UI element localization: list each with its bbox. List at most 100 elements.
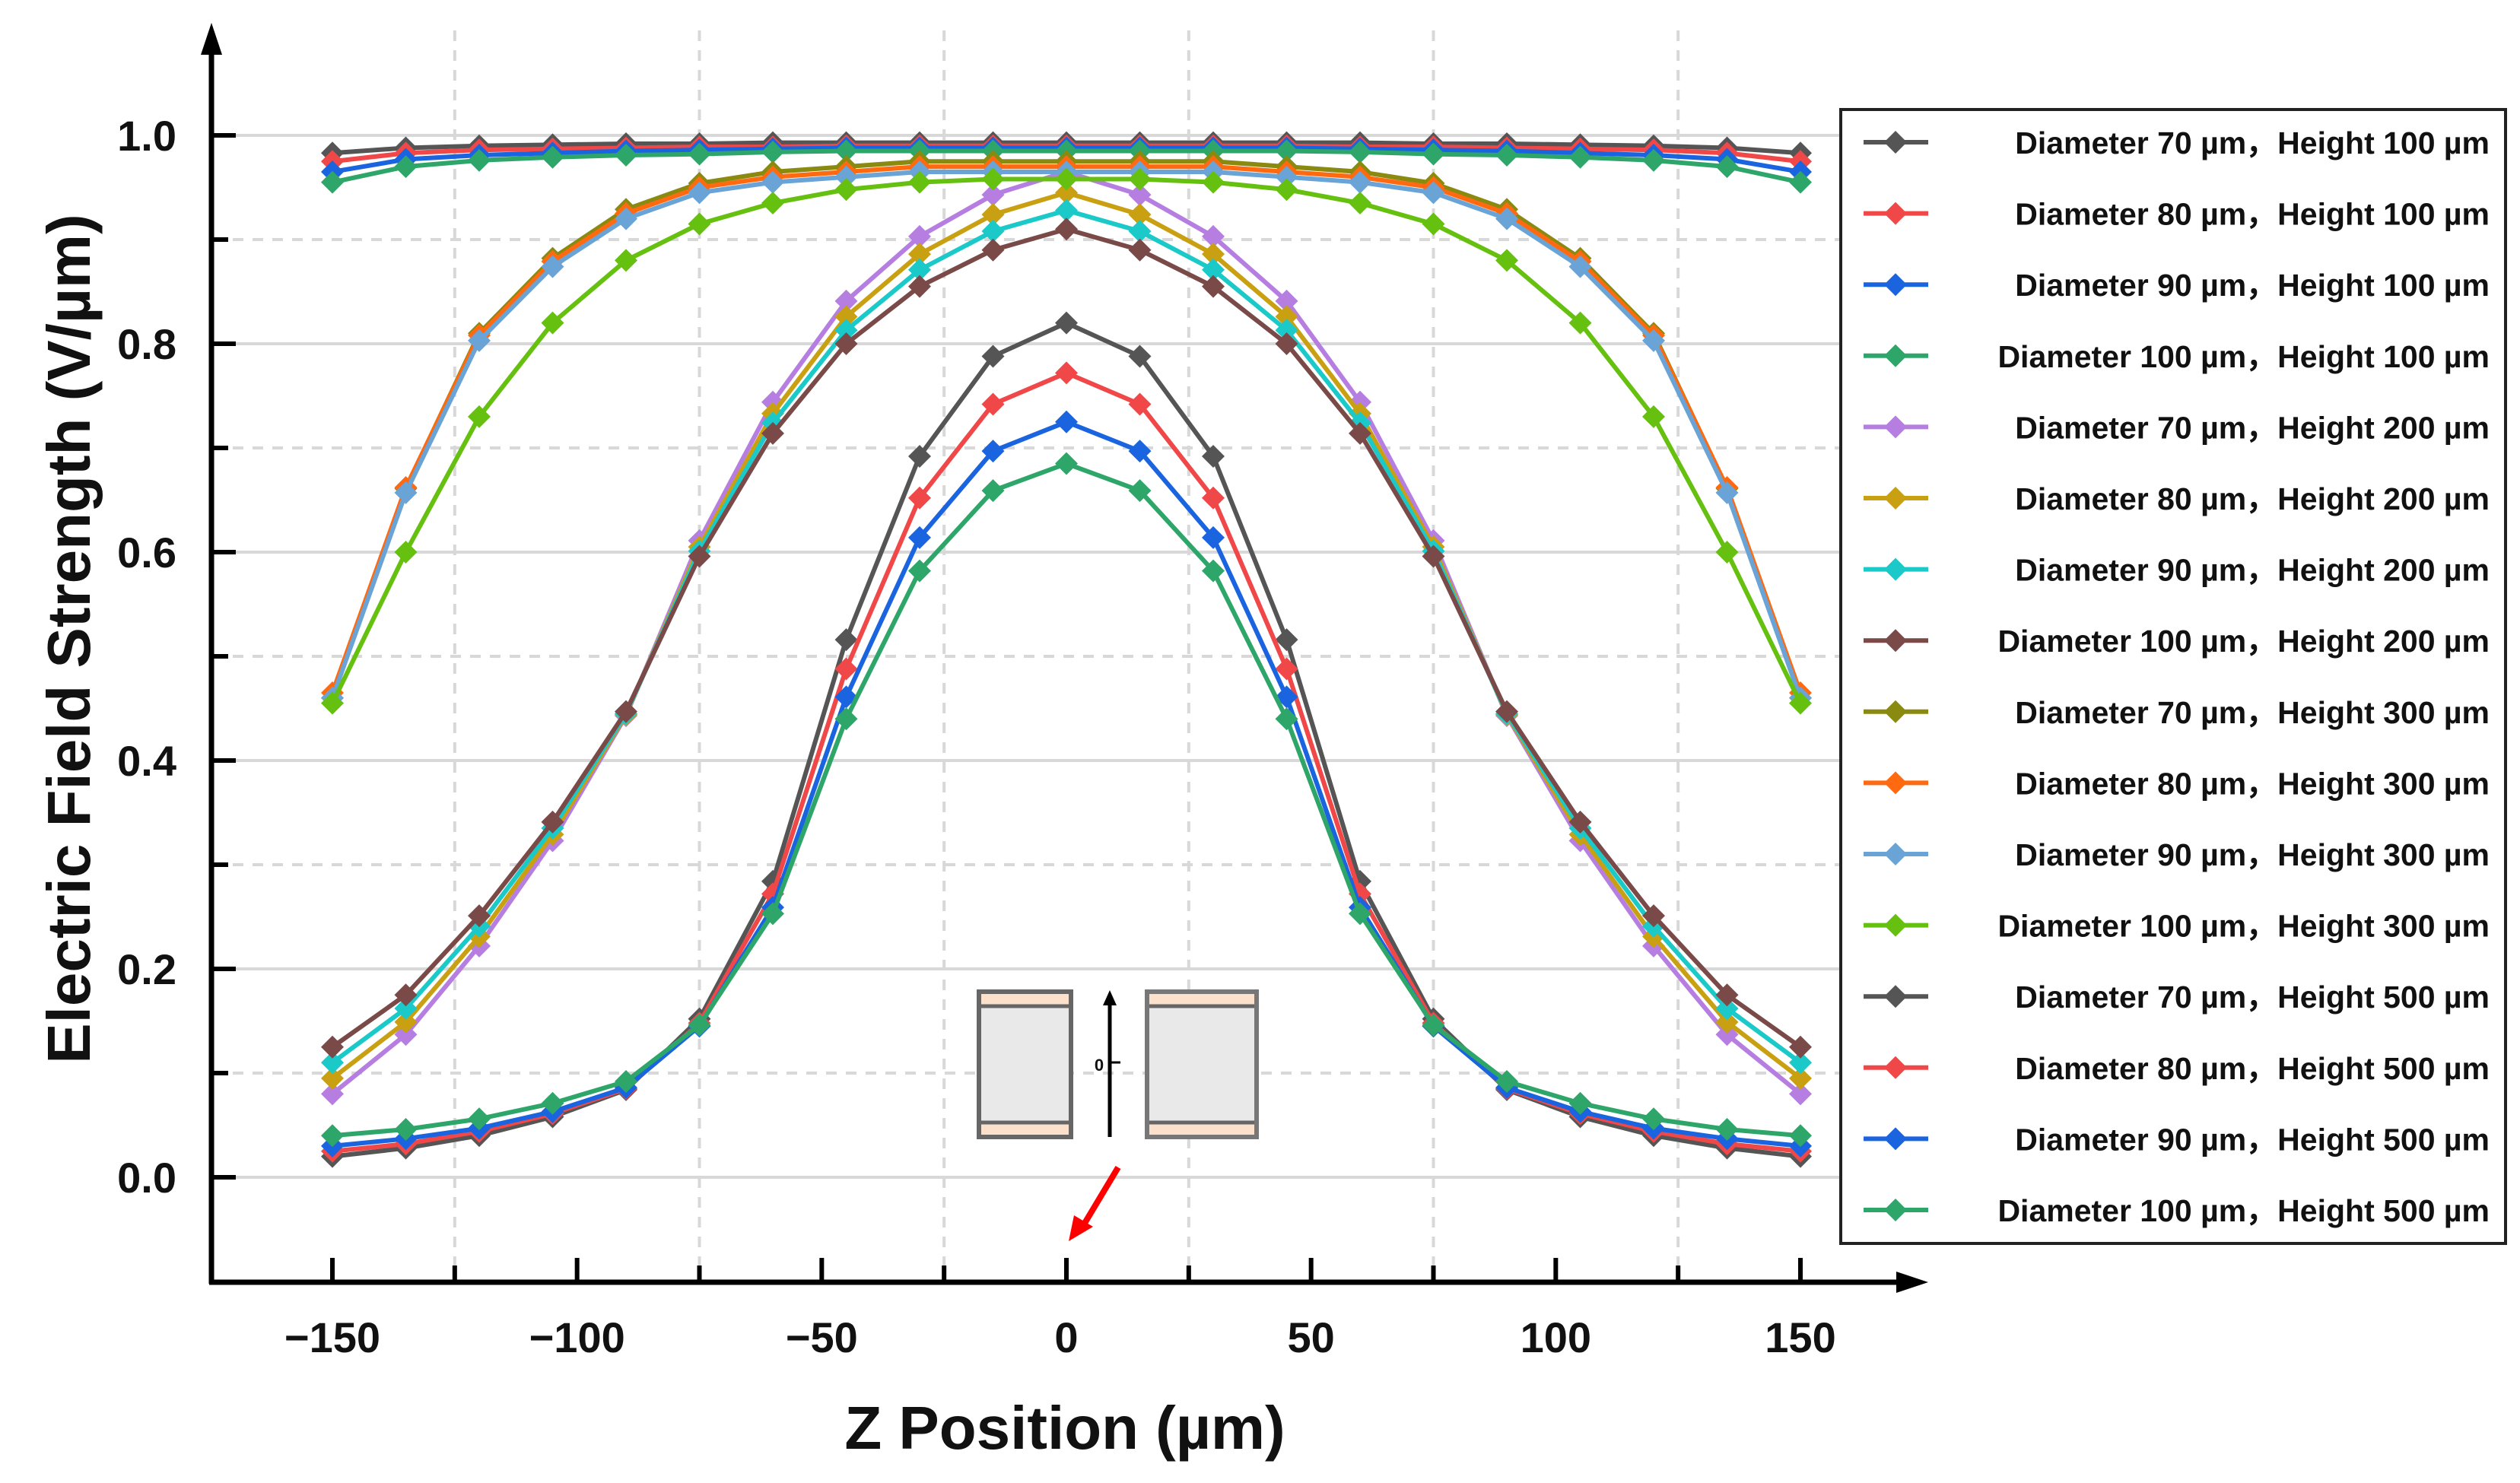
data-point-marker bbox=[981, 203, 1005, 227]
x-tick-label: 0 bbox=[1054, 1313, 1078, 1361]
x-tick-label: −100 bbox=[529, 1313, 625, 1361]
data-point-marker bbox=[1789, 691, 1812, 715]
red-pointer-arrowhead bbox=[1069, 1215, 1093, 1241]
data-point-marker bbox=[908, 559, 931, 583]
data-point-marker bbox=[1055, 167, 1078, 191]
legend-marker bbox=[1884, 629, 1907, 653]
data-point-marker bbox=[541, 810, 564, 834]
legend-marker bbox=[1884, 415, 1907, 439]
data-point-marker bbox=[981, 440, 1005, 463]
data-point-marker bbox=[1128, 345, 1152, 368]
data-point-marker bbox=[981, 479, 1005, 503]
data-point-marker bbox=[1202, 170, 1225, 194]
data-point-marker bbox=[1055, 198, 1078, 222]
data-point-marker bbox=[908, 275, 931, 298]
data-point-marker bbox=[834, 332, 858, 355]
data-point-marker bbox=[1642, 405, 1665, 428]
data-point-marker bbox=[834, 305, 858, 329]
data-point-marker bbox=[688, 142, 711, 166]
x-axis-label: Z Position (µm) bbox=[844, 1394, 1285, 1462]
data-point-marker bbox=[1642, 1107, 1665, 1131]
series-lines bbox=[321, 131, 1812, 1168]
legend-label: Diameter 80 µm，Height 200 µm bbox=[2015, 481, 2490, 516]
data-point-marker bbox=[1715, 983, 1739, 1007]
legend-label: Diameter 80 µm，Height 100 µm bbox=[2015, 197, 2490, 232]
data-point-marker bbox=[1275, 165, 1298, 189]
y-axis-label: Electric Field Strength (V/µm) bbox=[35, 214, 103, 1063]
data-point-marker bbox=[1128, 440, 1152, 463]
data-point-marker bbox=[981, 183, 1005, 207]
data-point-marker bbox=[1349, 192, 1371, 215]
y-tick-label: 0.4 bbox=[117, 737, 176, 785]
legend-label: Diameter 100 µm，Height 500 µm bbox=[1997, 1193, 2490, 1228]
legend-marker bbox=[1884, 985, 1907, 1008]
data-point-marker bbox=[1128, 392, 1152, 416]
series-line bbox=[331, 208, 1802, 1065]
series-12 bbox=[321, 167, 1812, 715]
data-point-marker bbox=[1202, 526, 1225, 549]
series-5 bbox=[321, 160, 1812, 1106]
data-point-marker bbox=[468, 148, 491, 172]
x-tick-label: 150 bbox=[1765, 1313, 1835, 1361]
data-point-marker bbox=[321, 1066, 344, 1090]
data-point-marker bbox=[908, 243, 931, 266]
data-point-marker bbox=[1349, 140, 1371, 164]
data-point-marker bbox=[1568, 810, 1592, 834]
data-point-marker bbox=[1422, 142, 1445, 166]
series-16 bbox=[321, 452, 1812, 1148]
legend-marker bbox=[1884, 843, 1907, 865]
legend-marker bbox=[1884, 131, 1907, 154]
legend-label: Diameter 90 µm，Height 500 µm bbox=[2015, 1122, 2490, 1157]
right-electrode bbox=[1145, 989, 1259, 1139]
legend-label: Diameter 90 µm，Height 300 µm bbox=[2015, 837, 2490, 872]
data-point-marker bbox=[1128, 183, 1152, 207]
x-tick-label: 100 bbox=[1521, 1313, 1591, 1361]
legend-marker bbox=[1884, 344, 1907, 367]
data-point-marker bbox=[394, 481, 418, 504]
data-point-marker bbox=[761, 140, 784, 164]
data-point-marker bbox=[1128, 479, 1152, 503]
legend-marker bbox=[1884, 1199, 1907, 1221]
data-point-marker bbox=[1568, 255, 1592, 278]
right-electrode-bottom-cap bbox=[1149, 1124, 1254, 1135]
data-point-marker bbox=[1275, 139, 1298, 163]
data-point-marker bbox=[1568, 1091, 1592, 1115]
data-point-marker bbox=[834, 178, 858, 202]
y-tick-label: 0.6 bbox=[117, 529, 176, 576]
data-point-marker bbox=[1202, 258, 1225, 281]
data-point-marker bbox=[1789, 1035, 1812, 1059]
data-point-marker bbox=[981, 345, 1005, 368]
data-point-marker bbox=[688, 545, 711, 568]
legend-marker bbox=[1884, 913, 1907, 937]
legend-label: Diameter 70 µm，Height 200 µm bbox=[2015, 410, 2490, 445]
legend-marker bbox=[1884, 557, 1907, 581]
legend-label: Diameter 80 µm，Height 300 µm bbox=[2015, 766, 2490, 801]
data-point-marker bbox=[834, 657, 858, 681]
data-point-marker bbox=[1128, 238, 1152, 262]
data-point-marker bbox=[981, 220, 1005, 243]
data-point-marker bbox=[1495, 207, 1518, 230]
data-point-marker bbox=[1055, 311, 1078, 335]
data-point-marker bbox=[1789, 1066, 1812, 1090]
legend-label: Diameter 100 µm，Height 300 µm bbox=[1997, 909, 2490, 944]
data-point-marker bbox=[541, 255, 564, 278]
legend-marker bbox=[1884, 771, 1907, 795]
data-point-marker bbox=[1495, 144, 1518, 167]
data-point-marker bbox=[834, 139, 858, 163]
data-point-marker bbox=[468, 329, 491, 352]
data-point-marker bbox=[834, 707, 858, 731]
legend-marker bbox=[1884, 700, 1907, 723]
data-point-marker bbox=[468, 405, 491, 428]
data-point-marker bbox=[1789, 1124, 1812, 1148]
data-point-marker bbox=[908, 258, 931, 281]
data-point-marker bbox=[1202, 444, 1225, 468]
legend-label: Diameter 100 µm，Height 200 µm bbox=[1997, 624, 2490, 659]
legend: Diameter 70 µm，Height 100 µm Diameter 80 … bbox=[1839, 108, 2507, 1245]
data-point-marker bbox=[1789, 170, 1812, 194]
left-electrode bbox=[977, 989, 1073, 1139]
data-point-marker bbox=[908, 444, 931, 468]
data-point-marker bbox=[1495, 700, 1518, 723]
data-point-marker bbox=[908, 170, 931, 194]
data-point-marker bbox=[1202, 559, 1225, 583]
data-point-marker bbox=[1715, 1010, 1739, 1034]
